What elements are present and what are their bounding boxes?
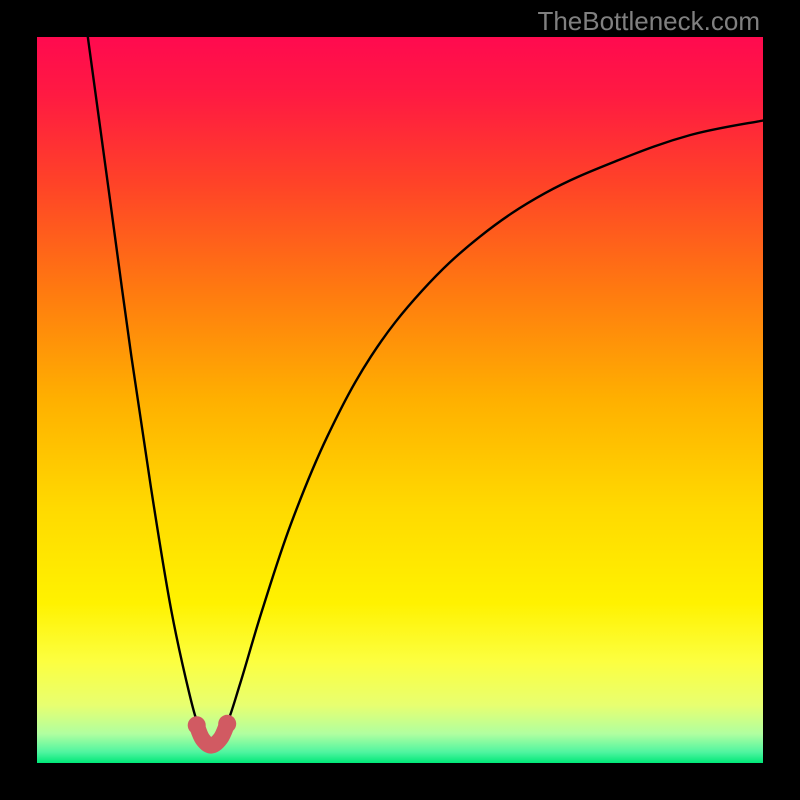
curve-right-branch [211, 120, 763, 748]
watermark-text: TheBottleneck.com [537, 6, 760, 37]
chart-svg [37, 37, 763, 763]
curve-left-branch [88, 37, 211, 748]
plot-area [37, 37, 763, 763]
bottom-u-marker [188, 715, 236, 746]
gradient-background [37, 37, 763, 763]
outer-frame: TheBottleneck.com [0, 0, 800, 800]
